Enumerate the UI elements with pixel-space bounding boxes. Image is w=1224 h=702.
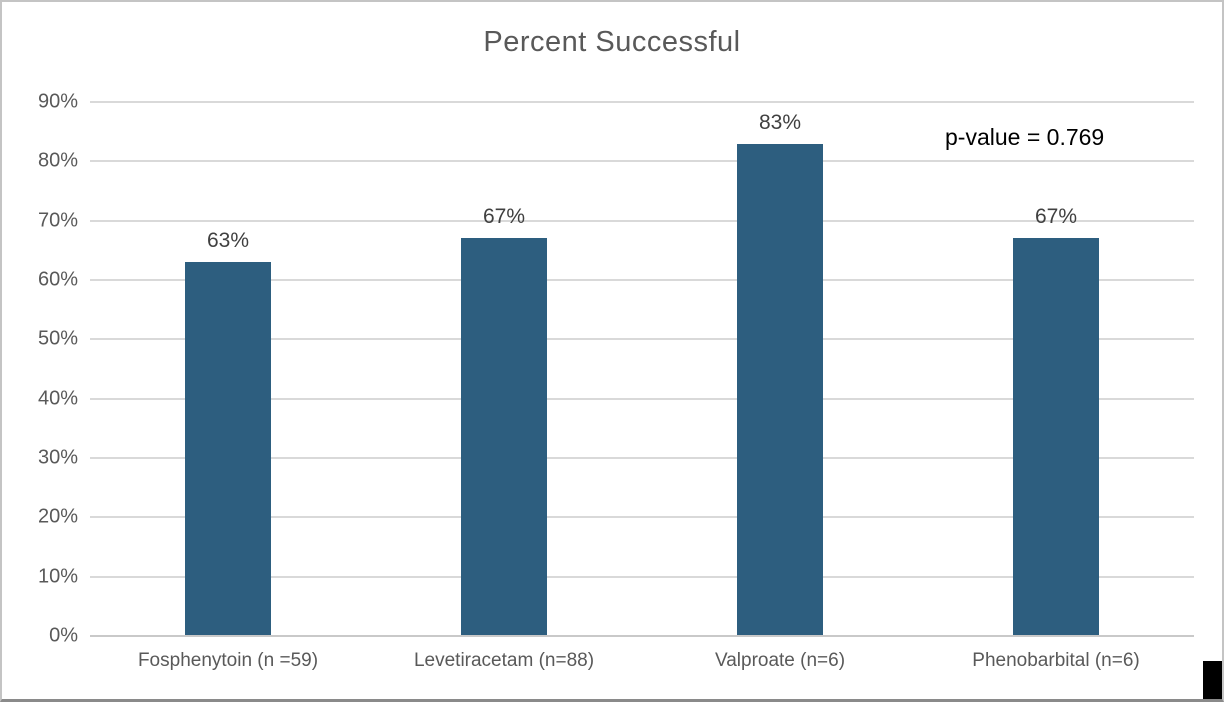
y-tick-label-90: 90%: [37, 90, 78, 113]
chart-title: Percent Successful: [483, 26, 741, 58]
bar-2: [461, 238, 547, 636]
gridline-20: [90, 516, 1194, 519]
gridline-40: [90, 397, 1194, 400]
y-tick-label-60: 60%: [37, 268, 78, 291]
y-tick-label-0: 0%: [49, 624, 78, 647]
y-tick-label-10: 10%: [37, 565, 78, 588]
gridline-10: [90, 575, 1194, 578]
gridline-30: [90, 457, 1194, 460]
y-tick-label-40: 40%: [37, 387, 78, 410]
bar-3: [737, 143, 823, 636]
bar-4: [1013, 238, 1099, 636]
p-value-annotation: p-value = 0.769: [945, 124, 1105, 150]
data-label-1: 63%: [206, 229, 250, 253]
gridline-90: [90, 101, 1194, 103]
gridline-70: [90, 219, 1194, 222]
data-label-4: 67%: [1034, 205, 1078, 229]
x-tick-label-3: Valproate (n=6): [714, 650, 846, 671]
x-axis-line: [90, 635, 1194, 637]
x-tick-label-1: Fosphenytoin (n =59): [137, 650, 319, 671]
y-tick-label-70: 70%: [37, 209, 78, 232]
y-tick-label-20: 20%: [37, 505, 78, 528]
y-tick-label-80: 80%: [37, 149, 78, 172]
data-label-2: 67%: [482, 205, 526, 229]
bar-1: [185, 262, 271, 636]
gridline-80: [90, 160, 1194, 163]
x-tick-label-4: Phenobarbital (n=6): [972, 650, 1140, 671]
gridline-60: [90, 279, 1194, 282]
y-tick-label-50: 50%: [37, 327, 78, 350]
y-axis-tick-labels: 0% 10% 20% 30% 40% 50% 60% 70% 80% 90%: [2, 91, 78, 647]
x-tick-label-2: Levetiracetam (n=88): [413, 650, 595, 671]
data-label-3: 83%: [758, 110, 802, 134]
x-axis-category-labels: Fosphenytoin (n =59) Levetiracetam (n=88)…: [90, 650, 1194, 680]
corner-artifact-block: [1203, 661, 1222, 699]
gridline-50: [90, 338, 1194, 341]
y-tick-label-30: 30%: [37, 446, 78, 469]
plot-area: 63% 67% 83% 67%: [90, 101, 1194, 637]
